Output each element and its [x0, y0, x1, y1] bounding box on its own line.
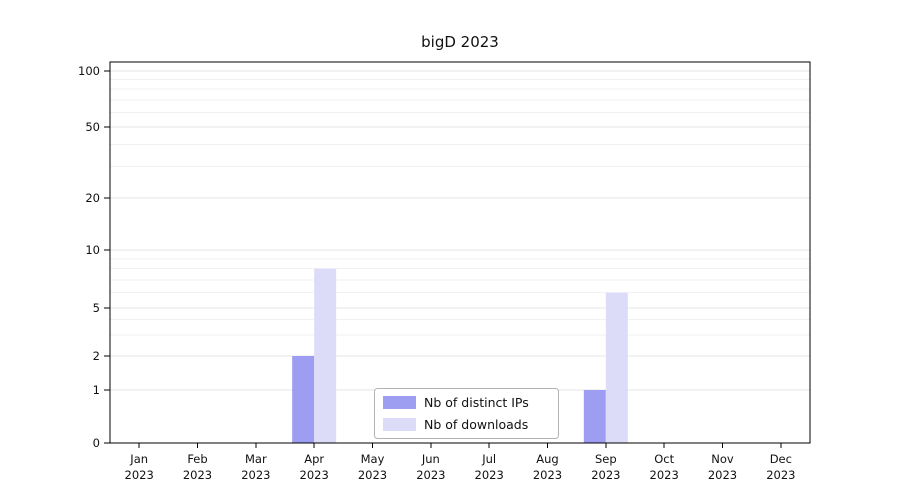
x-tick-label-year: 2023 — [766, 468, 795, 482]
y-tick-label: 2 — [93, 349, 100, 363]
x-tick-label-month: Apr — [304, 452, 324, 466]
x-tick-label-year: 2023 — [591, 468, 620, 482]
legend-label-downloads: Nb of downloads — [424, 417, 528, 432]
x-tick-label-year: 2023 — [183, 468, 212, 482]
y-tick-label: 20 — [85, 191, 100, 205]
x-tick-label-month: Nov — [711, 452, 734, 466]
x-tick-label-month: Dec — [770, 452, 792, 466]
x-tick-label-month: Feb — [187, 452, 207, 466]
bar-apr-distinct-ips — [292, 356, 315, 443]
x-tick-label-year: 2023 — [125, 468, 154, 482]
chart-title: bigD 2023 — [421, 33, 499, 51]
bar-sep-distinct-ips — [583, 390, 606, 443]
legend-swatch-downloads-icon — [383, 418, 416, 431]
y-tick-label: 100 — [78, 64, 100, 78]
y-axis: 0 1 2 5 10 20 50 100 — [78, 64, 110, 450]
x-tick-label-month: Oct — [654, 452, 674, 466]
x-tick-label-month: Sep — [595, 452, 617, 466]
y-tick-label: 5 — [93, 301, 100, 315]
x-tick-label-month: Mar — [245, 452, 267, 466]
bar-apr-downloads — [314, 268, 337, 443]
bar-series — [292, 268, 628, 443]
gridlines — [110, 70, 810, 391]
x-tick-label-month: Jan — [129, 452, 148, 466]
x-tick-label-year: 2023 — [475, 468, 504, 482]
y-tick-label: 0 — [93, 436, 100, 450]
x-tick-label-year: 2023 — [416, 468, 445, 482]
x-tick-label-year: 2023 — [708, 468, 737, 482]
legend-swatch-distinct-ips-icon — [383, 396, 416, 409]
x-tick-label-year: 2023 — [241, 468, 270, 482]
x-tick-label-year: 2023 — [650, 468, 679, 482]
x-tick-label-year: 2023 — [533, 468, 562, 482]
y-tick-label: 50 — [85, 120, 100, 134]
x-tick-label-month: May — [361, 452, 385, 466]
legend: Nb of distinct IPs Nb of downloads — [374, 388, 559, 439]
x-tick-label-month: Jun — [421, 452, 440, 466]
plot-border — [109, 61, 811, 444]
x-axis: Jan 2023 Feb 2023 Mar 2023 Apr 2023 May 2023 Jun 20… — [125, 443, 795, 482]
x-tick-label-year: 2023 — [300, 468, 329, 482]
legend-frame — [374, 388, 559, 439]
x-tick-label-month: Jul — [481, 452, 496, 466]
bar-sep-downloads — [605, 292, 628, 443]
y-tick-label: 1 — [93, 383, 100, 397]
legend-label-distinct-ips: Nb of distinct IPs — [424, 395, 529, 410]
x-tick-label-year: 2023 — [358, 468, 387, 482]
x-tick-label-month: Aug — [536, 452, 558, 466]
y-tick-label: 10 — [85, 243, 100, 257]
